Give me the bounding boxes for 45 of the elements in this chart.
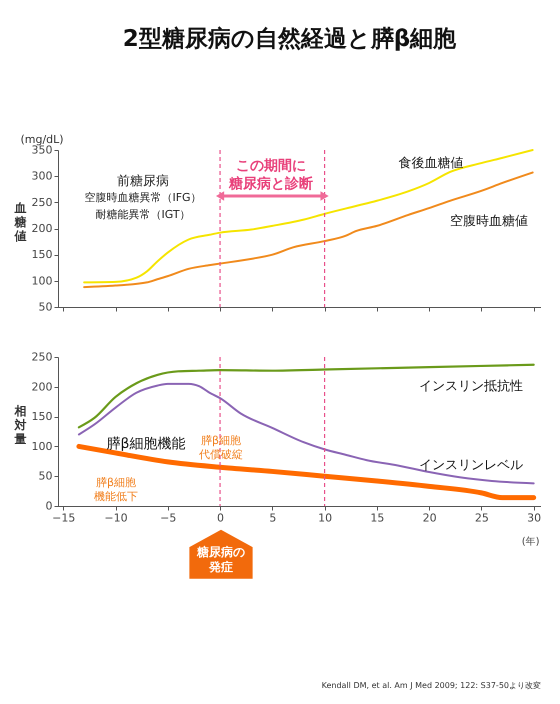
y-tick-label: 250 xyxy=(32,196,52,209)
text: 糖尿病の発症 xyxy=(196,545,245,574)
y-axis-title: 相対量 xyxy=(14,404,26,446)
series-label: 空腹時血糖値 xyxy=(450,214,528,229)
x-tick-label: −10 xyxy=(104,512,128,524)
x-tick-label: −5 xyxy=(160,512,176,524)
x-tick-label: 20 xyxy=(422,512,437,524)
y-tick-label: 100 xyxy=(32,440,52,453)
y-tick-label: 150 xyxy=(32,410,52,424)
x-axis-title: (年) xyxy=(522,536,540,548)
y-tick-label: 0 xyxy=(46,500,52,512)
x-tick-label: 5 xyxy=(269,512,276,524)
chart-title: 2型糖尿病の自然経過と膵β細胞 xyxy=(122,26,458,52)
series-label: 食後血糖値 xyxy=(398,156,464,171)
text: (mg/dL) xyxy=(20,133,64,146)
line-series xyxy=(78,364,535,428)
annotation: この期間に xyxy=(236,158,306,174)
text: Kendall DM, et al. Am J Med 2009; 122: S37-50より改変 xyxy=(322,681,541,690)
annotation: 膵β細胞機能低下 xyxy=(94,476,138,503)
series-label: 膵β細胞機能 xyxy=(106,436,186,452)
series-label: インスリンレベル xyxy=(419,458,523,473)
y-tick-label: 200 xyxy=(32,380,52,394)
x-tick-label: 15 xyxy=(370,512,384,524)
line-series xyxy=(83,149,534,284)
y-tick-label: 100 xyxy=(32,274,52,288)
x-tick-label: −15 xyxy=(52,512,76,524)
y-tick-label: 350 xyxy=(32,144,52,156)
x-tick-label: 10 xyxy=(318,512,332,524)
y-tick-label: 50 xyxy=(38,300,52,314)
annotation: 膵β細胞代償破綻 xyxy=(198,434,243,461)
y-tick-label: 150 xyxy=(32,248,52,262)
x-tick-label: 25 xyxy=(474,512,489,524)
x-tick-label: 30 xyxy=(527,512,542,524)
x-tick-label: 0 xyxy=(217,512,224,524)
annotation: 空腹時血糖異常（IFG） xyxy=(84,191,202,204)
annotation: 耐糖能異常（IGT） xyxy=(95,208,191,221)
y-tick-label: 50 xyxy=(38,470,52,483)
line-series xyxy=(83,172,534,288)
annotation: 前糖尿病 xyxy=(117,174,169,189)
series-label: インスリン抵抗性 xyxy=(419,379,523,394)
y-tick-label: 250 xyxy=(32,350,52,364)
annotation: 糖尿病と診断 xyxy=(228,175,313,192)
y-tick-label: 300 xyxy=(32,170,52,183)
y-tick-label: 200 xyxy=(32,222,52,235)
y-axis-title: 血糖値 xyxy=(14,201,26,243)
